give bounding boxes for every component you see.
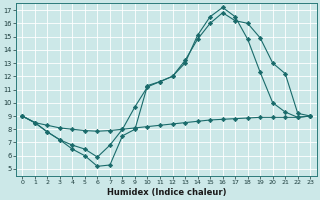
X-axis label: Humidex (Indice chaleur): Humidex (Indice chaleur) <box>107 188 226 197</box>
